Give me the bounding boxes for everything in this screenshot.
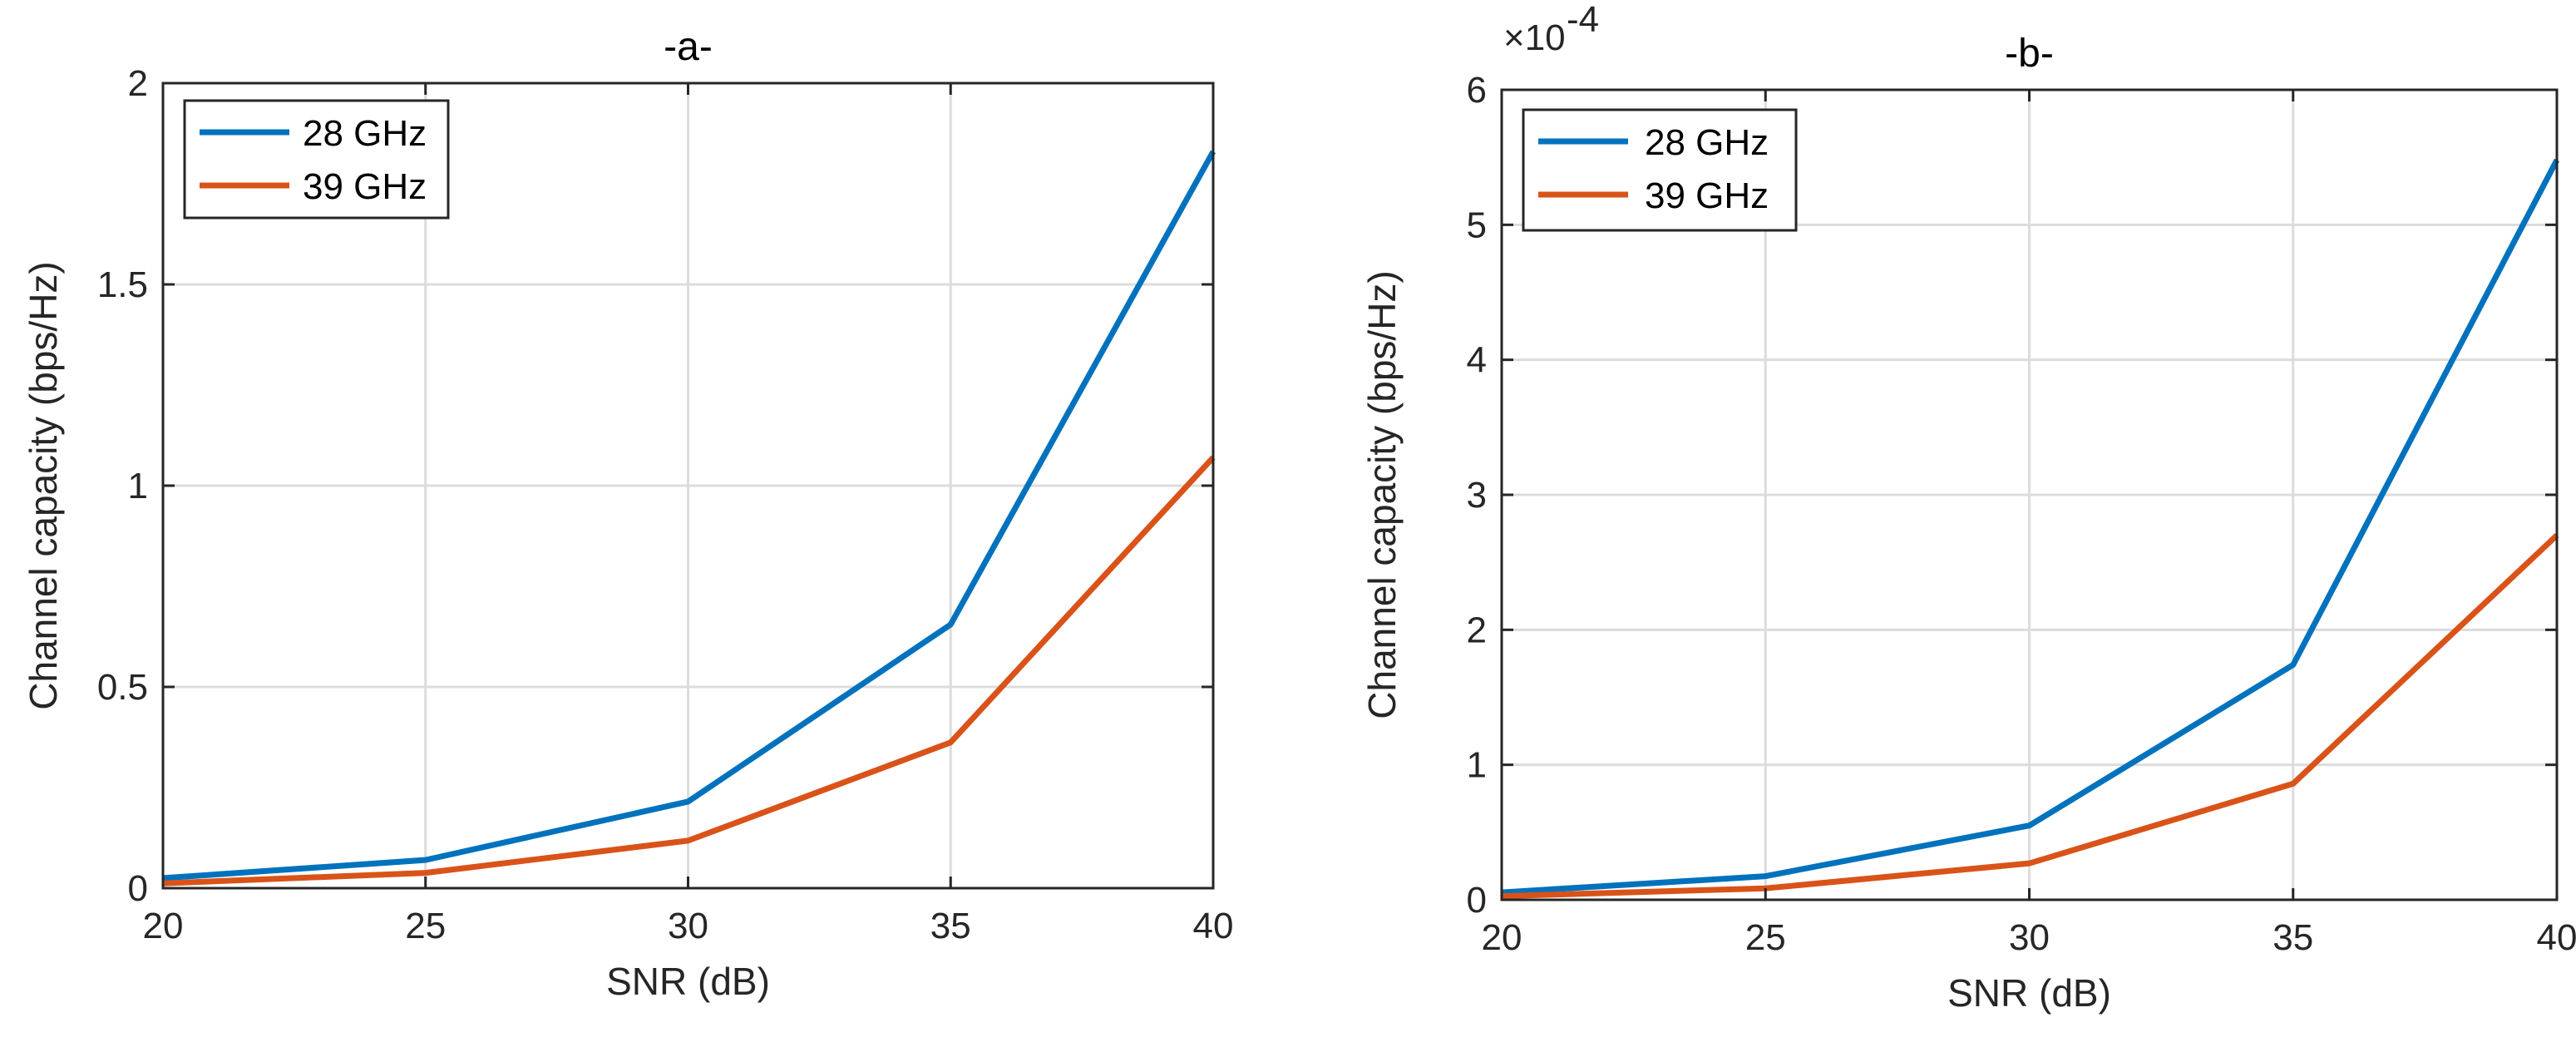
- x-tick-label: 30: [2009, 917, 2050, 958]
- legend-box: [1522, 108, 1798, 232]
- x-tick-label: 35: [2273, 917, 2313, 958]
- y-tick-label: 5: [1467, 205, 1487, 245]
- y-exponent-base: ×10: [1503, 17, 1566, 58]
- x-tick-label: 40: [1193, 906, 1234, 946]
- y-tick-label: 3: [1467, 475, 1487, 516]
- y-tick-label: 1: [1467, 745, 1487, 786]
- series-line-28-ghz: [162, 150, 1216, 882]
- legend-entry: 39 GHz: [303, 166, 427, 207]
- x-axis-label: SNR (dB): [1947, 971, 2111, 1015]
- chart-a: 20 25 30 35 40 0 0.5 1 1.5 2 -a- SNR (dB) Channel ca…: [22, 25, 1233, 1003]
- legend-entry: 28 GHz: [303, 113, 427, 154]
- y-axis-label: Channel capacity (bps/Hz): [22, 261, 65, 709]
- y-tick-label: 1: [128, 466, 148, 506]
- legend-entry: 39 GHz: [1645, 175, 1769, 216]
- y-tick-label: 0: [1467, 880, 1487, 921]
- series-line-39-ghz: [162, 455, 1216, 886]
- x-tick-label: 40: [2537, 917, 2576, 958]
- y-exponent-power: -4: [1567, 0, 1599, 40]
- x-tick-label: 30: [668, 906, 708, 946]
- series-line-39-ghz: [1501, 533, 2559, 900]
- x-tick-label: 25: [405, 906, 446, 946]
- x-axis-label: SNR (dB): [606, 960, 770, 1003]
- y-tick-label: 2: [128, 63, 148, 104]
- x-tick-label: 25: [1745, 917, 1786, 958]
- x-tick-label: 20: [143, 906, 184, 946]
- y-tick-label: 6: [1467, 70, 1487, 111]
- legend-box: [183, 99, 450, 220]
- x-tick-label: 35: [930, 906, 971, 946]
- series-line-28-ghz: [1501, 158, 2560, 896]
- chart-b: 20 25 30 35 40 0 1 2 3 4 5 6 -b- SNR (dB) Channel capa…: [1360, 0, 2576, 1015]
- chart-title: -a-: [664, 25, 713, 69]
- y-tick-label: 0: [128, 868, 148, 909]
- y-tick-label: 1.5: [97, 264, 148, 305]
- y-tick-label: 4: [1467, 340, 1487, 381]
- chart-title: -b-: [2005, 32, 2054, 76]
- legend-entry: 28 GHz: [1645, 122, 1769, 163]
- y-tick-label: 0.5: [97, 667, 148, 708]
- y-axis-label: Channel capacity (bps/Hz): [1360, 270, 1404, 719]
- y-tick-label: 2: [1467, 610, 1487, 650]
- x-tick-label: 20: [1482, 917, 1522, 958]
